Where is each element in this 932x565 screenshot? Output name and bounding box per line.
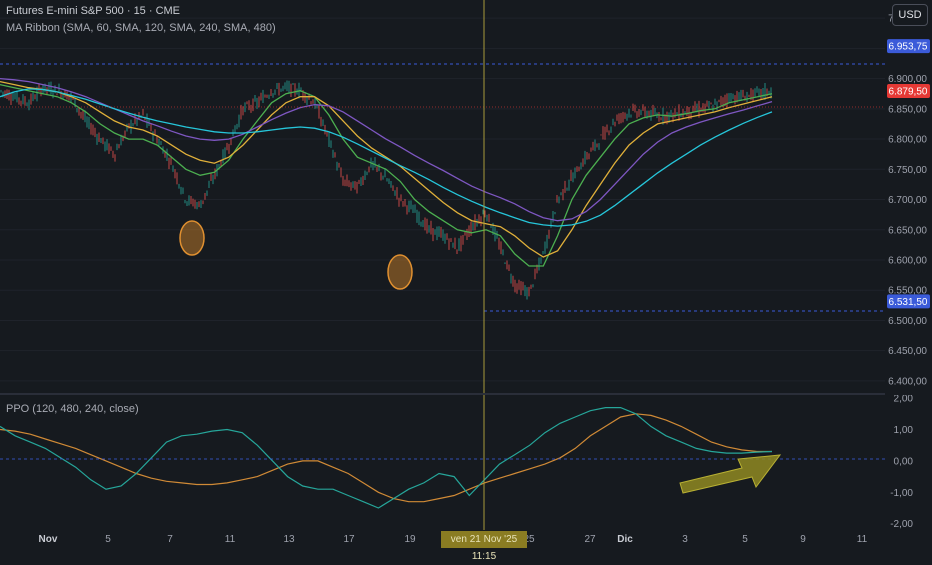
price-tag-label: 6.531,50 xyxy=(889,297,928,308)
ppo-axis-label: -1,00 xyxy=(890,488,913,499)
ppo-axis[interactable]: 2,00 1,00 0,00 -1,00 -2,00 xyxy=(890,395,913,530)
ppo-axis-label: 0,00 xyxy=(894,456,914,467)
ppo-axis-label: 2,00 xyxy=(894,395,914,405)
time-axis-label: 17 xyxy=(343,534,355,545)
time-axis-label: 27 xyxy=(584,534,596,545)
time-axis-label: 7 xyxy=(167,534,173,545)
time-axis-label: Dic xyxy=(617,534,633,545)
price-tag-bg xyxy=(887,83,930,98)
price-axis-label: 6.500,00 xyxy=(888,316,927,327)
crosshair-time-label: ven 21 Nov '25 11:15 xyxy=(441,531,527,562)
moving-averages xyxy=(0,77,773,267)
time-axis-label: 11 xyxy=(224,534,236,545)
currency-button[interactable]: USD xyxy=(892,4,928,26)
price-axis-label: 6.550,00 xyxy=(888,286,927,297)
marker-ellipse-2 xyxy=(387,254,413,290)
price-axis-label: 6.900,00 xyxy=(888,74,927,85)
ma-line-sma60 xyxy=(0,83,773,267)
price-tag-label: 6.953,75 xyxy=(889,42,928,53)
price-axis-label: 6.750,00 xyxy=(888,165,927,176)
time-axis-label: 13 xyxy=(283,534,295,545)
ppo-pane[interactable]: 2,00 1,00 0,00 -1,00 -2,00 PPO (120, 480, 24… xyxy=(0,395,932,530)
price-axis-label: 6.850,00 xyxy=(888,104,927,115)
price-axis-label: 6.800,00 xyxy=(888,135,927,146)
time-axis-label: 11 xyxy=(856,534,868,545)
trend-arrow-icon xyxy=(679,454,782,494)
ppo-axis-label: 1,00 xyxy=(894,425,914,436)
price-chart[interactable]: 7.000,006.953,756.900,006.879,506.850,00… xyxy=(0,0,932,393)
symbol-title[interactable]: Futures E-mini S&P 500 · 15 · CME xyxy=(6,5,181,17)
time-axis-label: 19 xyxy=(404,534,416,545)
price-axis-label: 6.400,00 xyxy=(888,376,927,387)
price-axis-label: 6.650,00 xyxy=(888,225,927,236)
ma-line-sma480 xyxy=(0,88,773,227)
ppo-lines xyxy=(0,407,773,509)
price-axis-bg xyxy=(885,0,932,393)
price-axis-label: 6.600,00 xyxy=(888,255,927,266)
ppo-main-line xyxy=(0,407,773,509)
ma-ribbon-legend[interactable]: MA Ribbon (SMA, 60, SMA, 120, SMA, 240, … xyxy=(6,22,276,34)
ppo-signal-line xyxy=(0,413,772,503)
time-axis-label: 3 xyxy=(682,534,688,545)
price-tag-label: 6.879,50 xyxy=(889,86,928,97)
ma-line-sma120 xyxy=(0,80,773,258)
price-axis-label: 6.700,00 xyxy=(888,195,927,206)
time-axis-label: Nov xyxy=(38,534,58,545)
price-pane[interactable]: 7.000,006.953,756.900,006.879,506.850,00… xyxy=(0,0,932,393)
ppo-chart[interactable]: 2,00 1,00 0,00 -1,00 -2,00 xyxy=(0,395,932,530)
time-axis-label: 5 xyxy=(742,534,748,545)
price-tag-bg xyxy=(887,39,930,54)
ma-line-sma240 xyxy=(0,77,773,222)
price-tag-bg xyxy=(887,294,930,309)
ppo-axis-label: -2,00 xyxy=(890,519,913,530)
time-axis-label: 5 xyxy=(105,534,111,545)
price-axis-label: 6.450,00 xyxy=(888,346,927,357)
time-axis-label: 25 xyxy=(523,534,535,545)
marker-ellipse-1 xyxy=(179,220,205,256)
time-axis-label: 9 xyxy=(800,534,806,545)
pane-divider[interactable] xyxy=(0,393,885,395)
ppo-legend[interactable]: PPO (120, 480, 240, close) xyxy=(6,403,139,415)
price-grid xyxy=(0,17,885,382)
candles xyxy=(0,80,772,300)
